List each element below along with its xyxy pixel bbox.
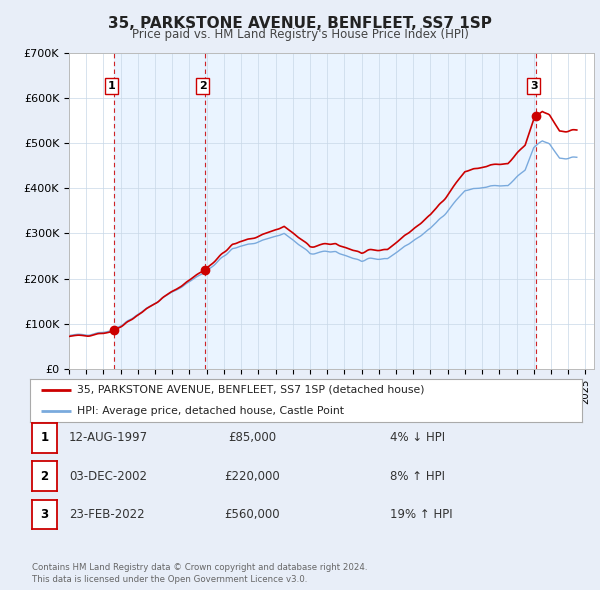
Text: 2: 2 [40, 470, 49, 483]
Text: 12-AUG-1997: 12-AUG-1997 [69, 431, 148, 444]
Bar [114, 53, 205, 369]
Text: 2: 2 [199, 81, 206, 91]
Text: 3: 3 [530, 81, 538, 91]
Text: 35, PARKSTONE AVENUE, BENFLEET, SS7 1SP (detached house): 35, PARKSTONE AVENUE, BENFLEET, SS7 1SP … [77, 385, 424, 395]
Text: Contains HM Land Registry data © Crown copyright and database right 2024.
This d: Contains HM Land Registry data © Crown c… [32, 563, 367, 584]
Text: £85,000: £85,000 [228, 431, 276, 444]
Text: HPI: Average price, detached house, Castle Point: HPI: Average price, detached house, Cast… [77, 406, 344, 415]
Text: 1: 1 [40, 431, 49, 444]
Text: £560,000: £560,000 [224, 508, 280, 521]
Text: £220,000: £220,000 [224, 470, 280, 483]
Text: 03-DEC-2002: 03-DEC-2002 [69, 470, 147, 483]
Text: 8% ↑ HPI: 8% ↑ HPI [390, 470, 445, 483]
Bar [205, 53, 536, 369]
Text: Price paid vs. HM Land Registry's House Price Index (HPI): Price paid vs. HM Land Registry's House … [131, 28, 469, 41]
Text: 4% ↓ HPI: 4% ↓ HPI [390, 431, 445, 444]
Text: 3: 3 [40, 508, 49, 521]
Text: 1: 1 [107, 81, 115, 91]
Text: 19% ↑ HPI: 19% ↑ HPI [390, 508, 452, 521]
Text: 35, PARKSTONE AVENUE, BENFLEET, SS7 1SP: 35, PARKSTONE AVENUE, BENFLEET, SS7 1SP [108, 16, 492, 31]
Text: 23-FEB-2022: 23-FEB-2022 [69, 508, 145, 521]
